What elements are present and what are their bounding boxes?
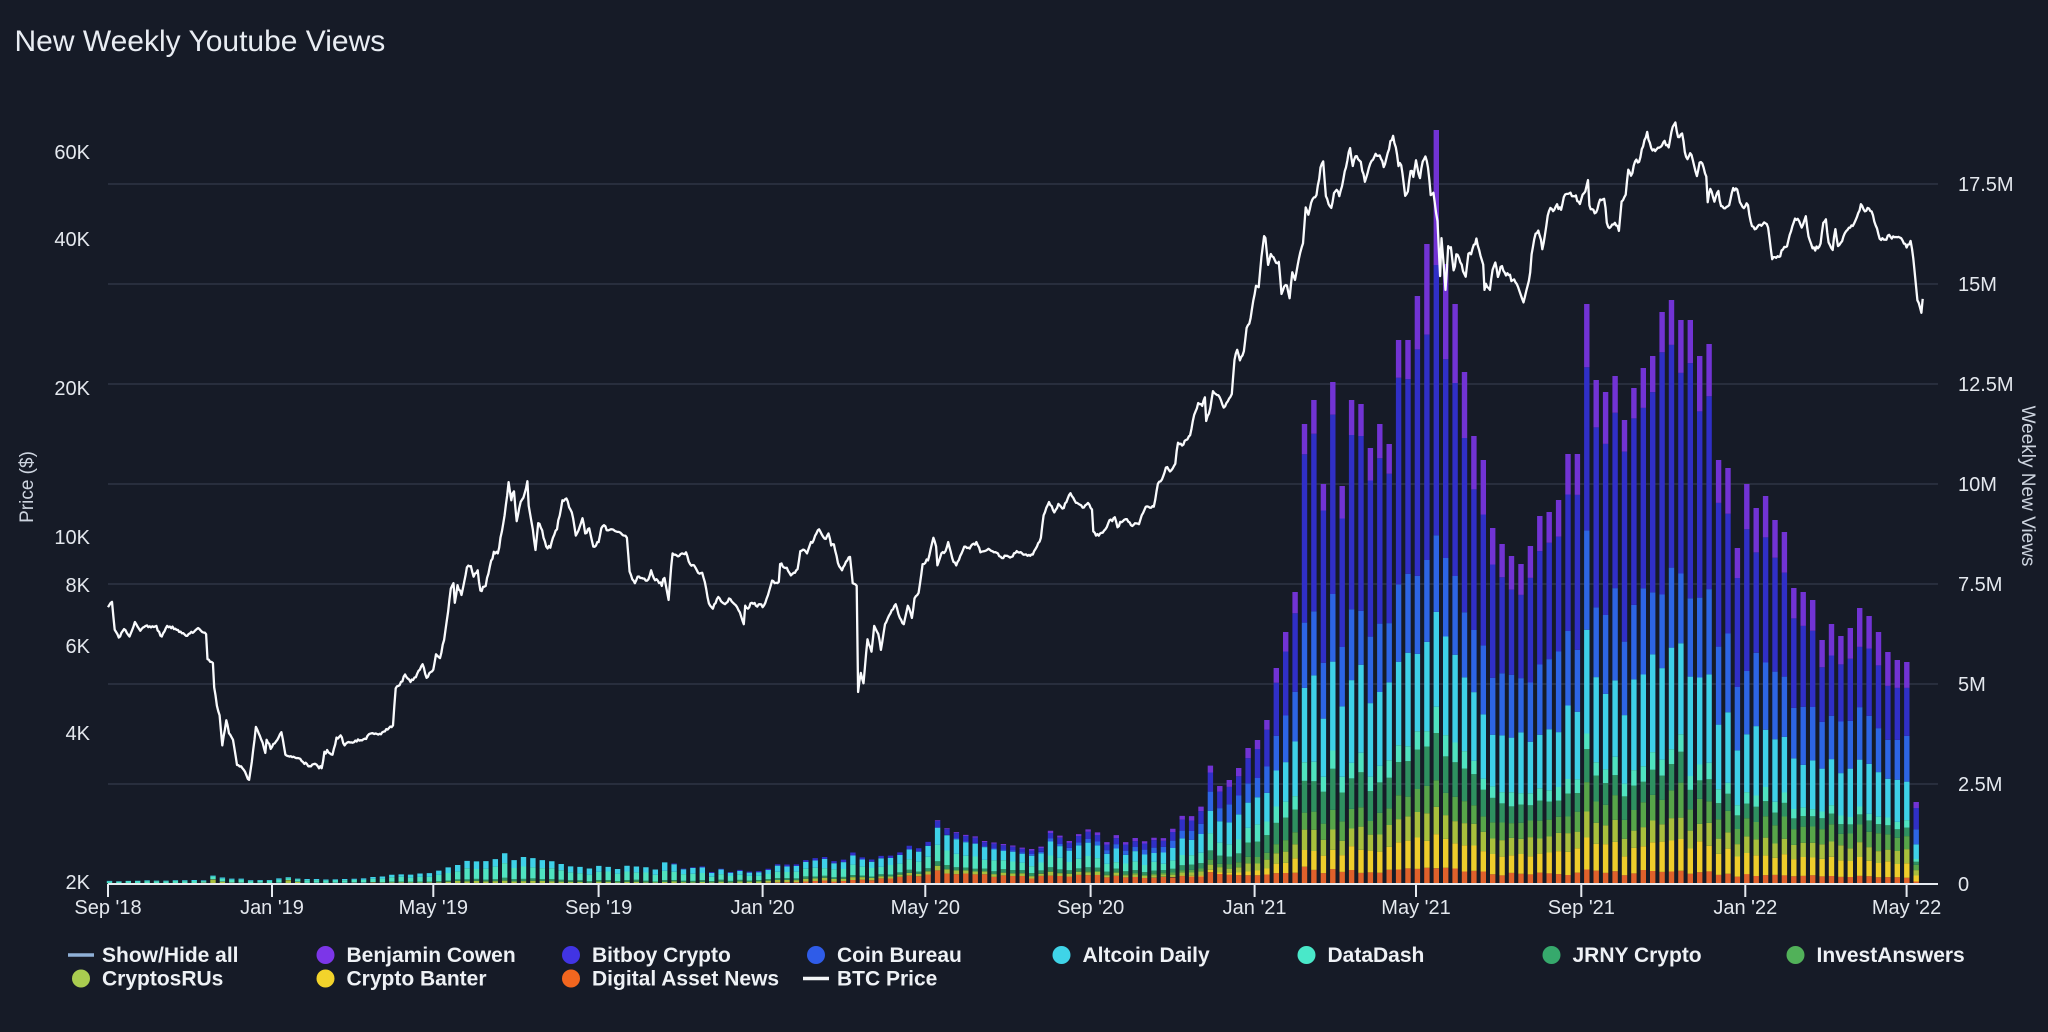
svg-text:2K: 2K	[66, 872, 91, 894]
svg-text:2.5M: 2.5M	[1958, 774, 2002, 796]
svg-text:Bitboy Crypto: Bitboy Crypto	[592, 944, 731, 967]
svg-text:InvestAnswers: InvestAnswers	[1817, 944, 1965, 967]
svg-text:Crypto Banter: Crypto Banter	[347, 968, 487, 991]
svg-text:Sep '20: Sep '20	[1057, 897, 1124, 919]
svg-text:Jan '20: Jan '20	[731, 897, 795, 919]
svg-text:DataDash: DataDash	[1328, 944, 1425, 967]
svg-text:10M: 10M	[1958, 474, 1997, 496]
svg-text:Coin Bureau: Coin Bureau	[837, 944, 962, 967]
svg-text:Sep '18: Sep '18	[74, 897, 141, 919]
svg-text:Weekly New Views: Weekly New Views	[2017, 406, 2038, 567]
svg-text:20K: 20K	[54, 378, 90, 400]
svg-text:Sep '19: Sep '19	[565, 897, 632, 919]
svg-text:May '20: May '20	[891, 897, 960, 919]
svg-text:60K: 60K	[54, 142, 90, 164]
svg-text:May '21: May '21	[1381, 897, 1450, 919]
svg-text:12.5M: 12.5M	[1958, 374, 2014, 396]
svg-text:BTC Price: BTC Price	[837, 968, 937, 991]
svg-text:Altcoin Daily: Altcoin Daily	[1083, 944, 1211, 967]
svg-text:Benjamin Cowen: Benjamin Cowen	[347, 944, 516, 967]
svg-text:Digital Asset News: Digital Asset News	[592, 968, 779, 991]
svg-text:Sep '21: Sep '21	[1548, 897, 1615, 919]
svg-text:Jan '19: Jan '19	[240, 897, 304, 919]
svg-text:Jan '21: Jan '21	[1223, 897, 1287, 919]
svg-text:15M: 15M	[1958, 274, 1997, 296]
svg-text:40K: 40K	[54, 229, 90, 251]
svg-text:CryptosRUs: CryptosRUs	[102, 968, 223, 991]
svg-text:May '19: May '19	[399, 897, 468, 919]
svg-text:Price ($): Price ($)	[17, 451, 38, 523]
svg-text:Jan '22: Jan '22	[1713, 897, 1777, 919]
svg-text:Show/Hide all: Show/Hide all	[102, 944, 239, 967]
svg-text:8K: 8K	[66, 575, 91, 597]
svg-text:10K: 10K	[54, 527, 90, 549]
svg-text:0: 0	[1958, 874, 1969, 896]
svg-text:5M: 5M	[1958, 674, 1986, 696]
svg-text:May '22: May '22	[1872, 897, 1941, 919]
svg-text:7.5M: 7.5M	[1958, 574, 2002, 596]
svg-text:JRNY Crypto: JRNY Crypto	[1573, 944, 1702, 967]
svg-text:New Weekly Youtube Views: New Weekly Youtube Views	[15, 25, 386, 58]
svg-text:17.5M: 17.5M	[1958, 174, 2014, 196]
svg-text:6K: 6K	[66, 636, 91, 658]
svg-text:4K: 4K	[66, 723, 91, 745]
